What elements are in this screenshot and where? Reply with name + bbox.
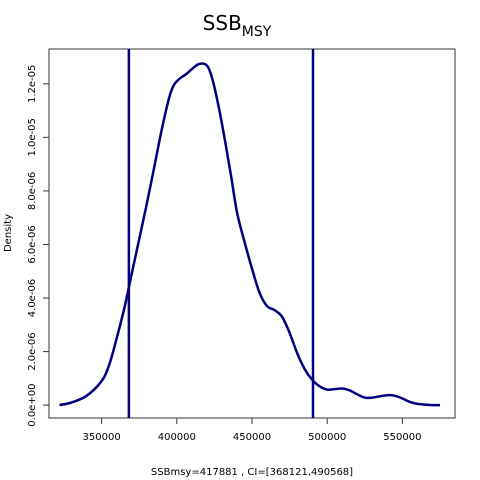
x-tick-label: 400000 (158, 432, 196, 443)
y-tick-label: 1.0e-05 (27, 118, 38, 156)
plot-area: 350000 400000 450000 500000 550000 0.0e+00 2.0… (27, 48, 456, 443)
x-tick-label: 550000 (383, 432, 421, 443)
y-tick-label: 0.0e+00 (27, 384, 38, 427)
y-tick-label: 1.2e-05 (27, 65, 38, 103)
y-axis-label: Density (3, 214, 14, 252)
x-tick-label: 450000 (233, 432, 271, 443)
y-tick-label: 4.0e-06 (27, 279, 38, 317)
chart-title: SSBMSY (203, 11, 272, 40)
x-tick-label: 350000 (83, 432, 121, 443)
y-tick-label: 2.0e-06 (27, 332, 38, 370)
x-axis-label: SSBmsy=417881 , CI=[368121,490568] (151, 467, 353, 478)
x-tick-label: 500000 (308, 432, 346, 443)
y-tick-label: 8.0e-06 (27, 172, 38, 210)
y-tick-label: 6.0e-06 (27, 225, 38, 263)
density-line (59, 62, 441, 407)
